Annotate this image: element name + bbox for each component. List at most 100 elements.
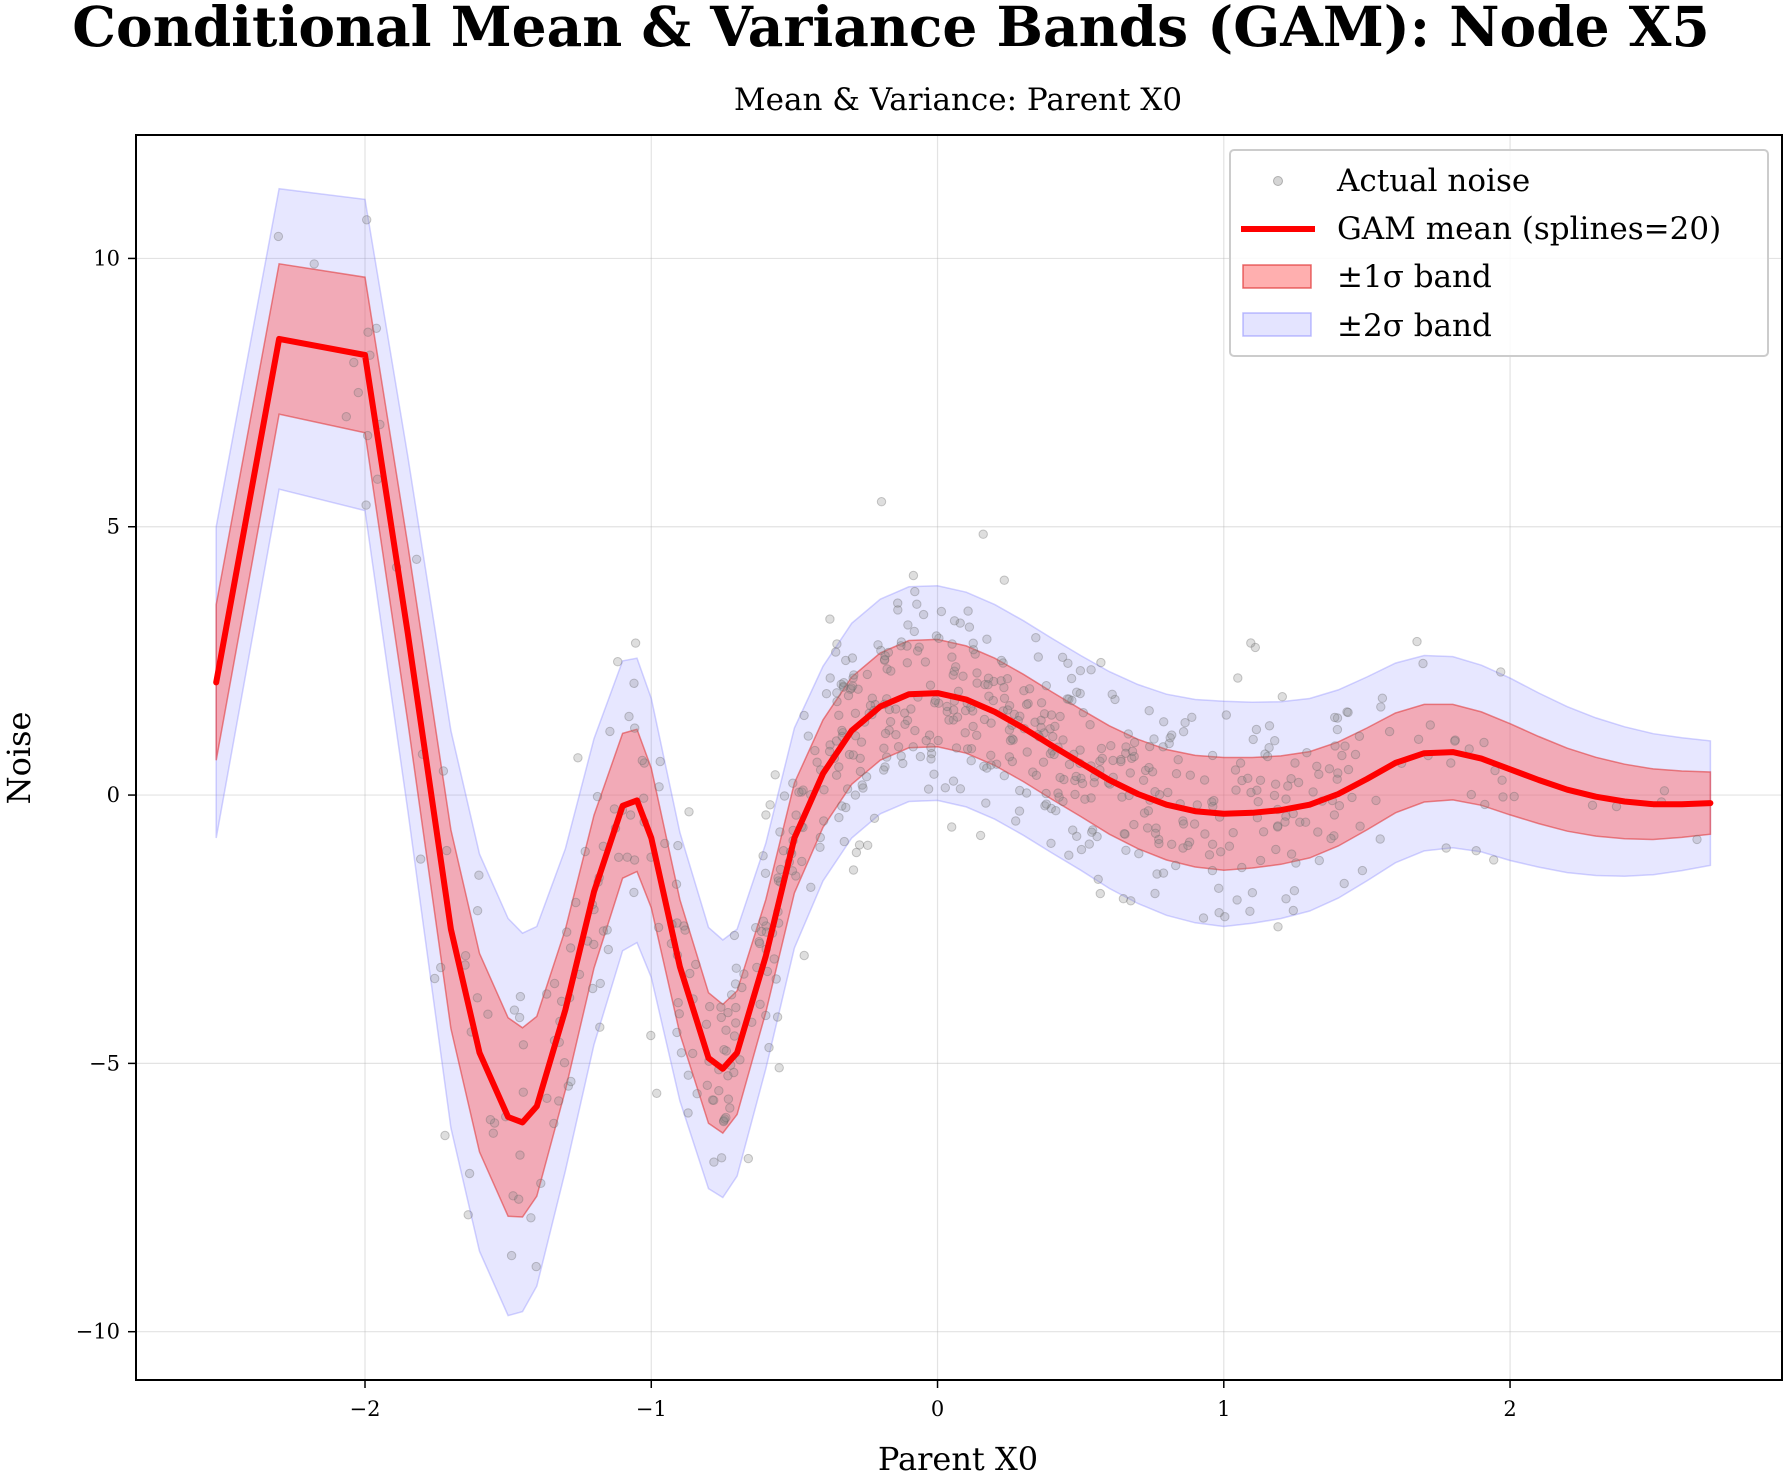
scatter-point bbox=[770, 770, 780, 780]
scatter-point bbox=[720, 1114, 730, 1124]
scatter-point bbox=[1024, 684, 1035, 694]
scatter-point bbox=[982, 763, 992, 773]
gam-mean-line bbox=[213, 335, 1714, 1126]
scatter-point bbox=[1253, 797, 1263, 807]
scatter-point bbox=[1376, 702, 1386, 712]
scatter-point bbox=[865, 700, 876, 711]
scatter-point bbox=[761, 810, 771, 820]
scatter-point bbox=[1230, 765, 1241, 775]
scatter-point bbox=[1425, 720, 1436, 730]
scatter-point bbox=[848, 750, 858, 760]
scatter-point bbox=[815, 842, 825, 852]
scatter-point bbox=[1152, 869, 1162, 879]
scatter-point bbox=[834, 762, 844, 772]
scatter-point bbox=[624, 711, 634, 722]
scatter-point bbox=[341, 412, 351, 422]
chart-title: Conditional Mean & Variance Bands (GAM):… bbox=[72, 0, 1710, 59]
scatter-point bbox=[1252, 785, 1262, 795]
scatter-point bbox=[1002, 674, 1013, 684]
scatter-point bbox=[1067, 695, 1077, 706]
scatter-point bbox=[1126, 896, 1136, 906]
scatter-point bbox=[1046, 838, 1056, 848]
scatter-point bbox=[962, 744, 973, 754]
scatter-point bbox=[1107, 689, 1117, 699]
scatter-point bbox=[979, 714, 990, 725]
scatter-point bbox=[934, 633, 944, 643]
scatter-point bbox=[966, 744, 977, 754]
scatter-point bbox=[436, 962, 446, 973]
scatter-point bbox=[880, 651, 890, 661]
scatter-point bbox=[1221, 710, 1232, 720]
scatter-point bbox=[891, 704, 901, 714]
scatter-point bbox=[565, 943, 576, 953]
scatter-point bbox=[876, 645, 886, 656]
scatter-point bbox=[879, 765, 889, 775]
scatter-point bbox=[1150, 888, 1160, 899]
scatter-point bbox=[851, 847, 862, 858]
scatter-point bbox=[629, 855, 640, 865]
scatter-point bbox=[1264, 721, 1275, 731]
scatter-point bbox=[926, 742, 936, 753]
scatter-point bbox=[1497, 775, 1507, 785]
scatter-point bbox=[983, 673, 994, 683]
scatter-point bbox=[602, 925, 612, 935]
scatter-point bbox=[893, 605, 903, 615]
scatter-point bbox=[1068, 825, 1078, 835]
scatter-point bbox=[912, 646, 923, 656]
scatter-point bbox=[1312, 761, 1322, 771]
scatter-point bbox=[968, 638, 978, 648]
scatter-point bbox=[1418, 658, 1428, 669]
scatter-point bbox=[832, 696, 842, 707]
scatter-point bbox=[726, 990, 737, 1000]
scatter-point bbox=[1151, 823, 1161, 833]
scatter-point bbox=[755, 999, 765, 1009]
legend-scatter-marker bbox=[1273, 176, 1283, 186]
scatter-point bbox=[1050, 721, 1060, 731]
scatter-point bbox=[488, 1128, 498, 1138]
scatter-point bbox=[1048, 731, 1058, 742]
scatter-point bbox=[639, 793, 649, 803]
scatter-point bbox=[893, 742, 904, 752]
scatter-point bbox=[1337, 750, 1347, 761]
scatter-point bbox=[526, 1213, 536, 1223]
scatter-point bbox=[1041, 788, 1051, 799]
scatter-point bbox=[1167, 730, 1177, 740]
scatter-point bbox=[1216, 847, 1226, 857]
scatter-point bbox=[1095, 888, 1106, 899]
scatter-point bbox=[1015, 785, 1025, 796]
x-tick-label: −1 bbox=[636, 1397, 667, 1421]
scatter-point bbox=[1692, 834, 1702, 845]
scatter-point bbox=[1450, 736, 1460, 746]
scatter-point bbox=[1147, 767, 1158, 777]
scatter-point bbox=[1078, 708, 1089, 718]
scatter-point bbox=[942, 701, 952, 712]
scatter-point bbox=[716, 1153, 727, 1163]
scatter-point bbox=[1163, 787, 1173, 798]
scatter-point bbox=[918, 609, 929, 620]
scatter-point bbox=[926, 748, 937, 759]
scatter-point bbox=[1178, 819, 1189, 829]
scatter-point bbox=[1235, 758, 1246, 768]
scatter-point bbox=[1246, 787, 1256, 798]
scatter-point bbox=[1019, 686, 1029, 696]
scatter-point bbox=[1075, 745, 1085, 755]
scatter-point bbox=[1022, 747, 1032, 757]
scatter-point bbox=[893, 598, 903, 608]
scatter-point bbox=[542, 989, 552, 999]
scatter-point bbox=[1040, 801, 1050, 811]
scatter-point bbox=[880, 762, 890, 772]
scatter-point bbox=[1329, 831, 1339, 841]
scatter-point bbox=[910, 586, 920, 597]
scatter-point bbox=[803, 731, 813, 741]
scatter-point bbox=[1291, 858, 1301, 868]
scatter-point bbox=[972, 730, 982, 740]
scatter-point bbox=[1189, 819, 1200, 829]
scatter-point bbox=[1277, 692, 1288, 702]
x-axis-label: Parent X0 bbox=[878, 1440, 1038, 1478]
scatter-point bbox=[1384, 726, 1395, 737]
scatter-point bbox=[709, 1095, 719, 1106]
scatter-point bbox=[1158, 868, 1169, 878]
scatter-point bbox=[472, 993, 483, 1003]
scatter-point bbox=[908, 742, 918, 752]
scatter-point bbox=[683, 1108, 693, 1118]
